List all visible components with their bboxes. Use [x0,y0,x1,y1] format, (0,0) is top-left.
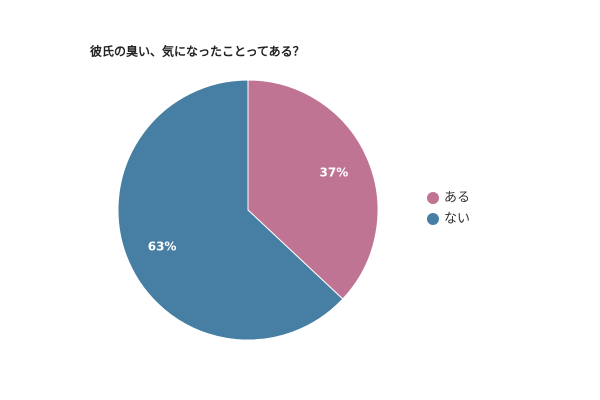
pie-slice [247,79,379,300]
value-label: 37% [320,165,349,179]
legend-label: ある [444,191,470,206]
chart-title: 彼氏の臭い、気になったことってある？ [90,44,305,59]
legend-marker [427,213,439,225]
legend-marker [427,192,439,204]
value-label: 63% [148,240,177,254]
legend-label: ない [444,212,470,227]
pie-slice [117,79,344,341]
